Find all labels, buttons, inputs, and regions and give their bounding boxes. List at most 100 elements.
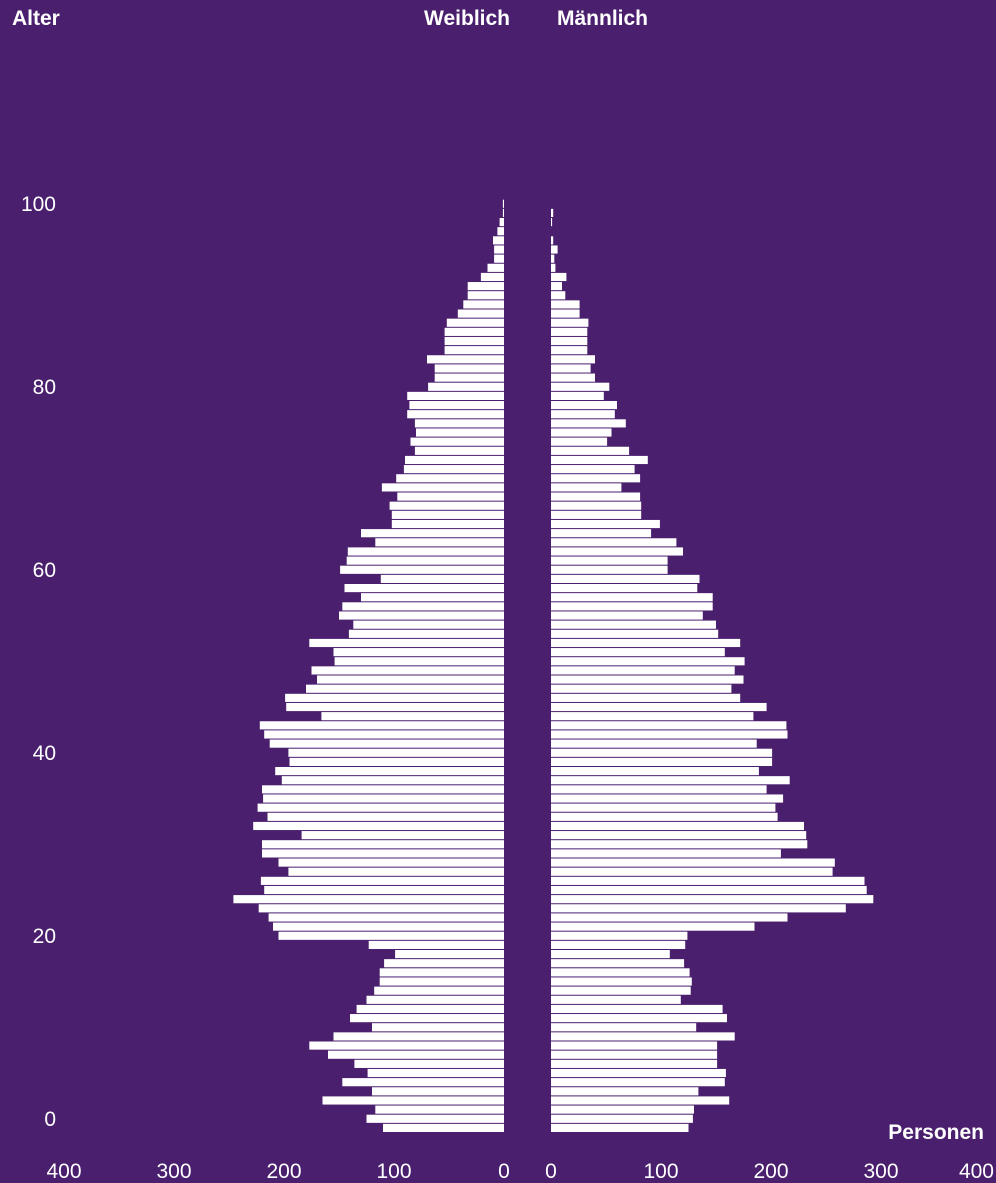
- male-bar-age-60: [551, 574, 700, 583]
- female-value-tick-label: 400: [46, 1160, 81, 1183]
- male-bar-age-79: [551, 401, 617, 410]
- female-bar-age-4: [372, 1087, 504, 1096]
- female-bar-age-47: [285, 693, 504, 702]
- male-bar-age-63: [551, 547, 683, 556]
- male-bar-age-31: [551, 840, 808, 849]
- male-bar-age-61: [551, 565, 668, 574]
- male-bar-age-13: [551, 1004, 723, 1014]
- male-bar-age-95: [551, 254, 555, 263]
- female-bar-age-29: [278, 858, 504, 867]
- male-bar-age-81: [551, 382, 610, 391]
- female-bar-age-10: [333, 1032, 504, 1041]
- age-tick-label: 20: [33, 925, 56, 948]
- male-bar-age-9: [551, 1041, 718, 1050]
- female-bar-age-55: [353, 620, 504, 629]
- female-bar-age-50: [311, 666, 504, 675]
- male-bar-age-24: [551, 904, 846, 913]
- female-header: Weiblich: [424, 7, 510, 30]
- male-bar-age-80: [551, 391, 604, 400]
- male-bar-age-48: [551, 684, 732, 693]
- male-bar-age-2: [551, 1105, 694, 1114]
- male-bar-age-53: [551, 638, 741, 648]
- female-bar-age-43: [264, 730, 504, 739]
- female-value-tick-label: 300: [156, 1160, 191, 1183]
- female-bar-age-2: [375, 1105, 504, 1114]
- male-value-tick-label: 100: [643, 1160, 678, 1183]
- male-bar-age-37: [551, 785, 767, 794]
- male-bar-age-96: [551, 245, 558, 254]
- female-bar-age-6: [367, 1068, 504, 1078]
- female-bar-age-7: [354, 1059, 504, 1068]
- female-bar-age-88: [446, 318, 504, 327]
- female-bar-age-35: [257, 803, 504, 812]
- female-bar-age-34: [267, 812, 504, 821]
- female-bar-age-18: [384, 959, 504, 968]
- female-bar-age-94: [487, 263, 504, 272]
- female-bar-age-49: [317, 675, 504, 684]
- female-value-tick-label: 200: [266, 1160, 301, 1183]
- female-bar-age-67: [391, 510, 504, 519]
- male-bar-age-57: [551, 602, 713, 611]
- female-bar-age-100: [502, 208, 504, 217]
- female-bar-age-99: [499, 218, 504, 227]
- female-bar-age-82: [434, 373, 504, 382]
- male-bar-age-7: [551, 1059, 718, 1068]
- female-bar-age-45: [321, 712, 504, 721]
- female-bar-age-74: [414, 446, 504, 455]
- female-bar-age-20: [368, 940, 504, 949]
- age-axis-title: Alter: [12, 7, 60, 30]
- male-bar-age-20: [551, 940, 686, 949]
- female-bar-age-42: [269, 739, 504, 748]
- female-bar-age-87: [444, 327, 504, 336]
- female-bar-age-79: [409, 401, 504, 410]
- female-bar-age-37: [262, 785, 504, 794]
- male-bar-age-66: [551, 519, 660, 529]
- male-bar-age-62: [551, 556, 668, 565]
- female-bar-age-89: [457, 309, 504, 318]
- male-bar-age-36: [551, 794, 784, 803]
- female-bar-age-51: [334, 657, 504, 666]
- female-bar-age-23: [268, 913, 504, 922]
- female-bar-age-17: [379, 968, 504, 977]
- female-bar-age-81: [428, 382, 504, 391]
- male-bar-age-44: [551, 721, 787, 730]
- female-bar-age-5: [342, 1078, 504, 1087]
- female-bar-age-65: [361, 529, 504, 538]
- female-bar-age-98: [497, 227, 504, 236]
- male-bar-age-46: [551, 702, 767, 712]
- male-bar-age-47: [551, 693, 741, 702]
- male-bar-age-6: [551, 1068, 726, 1078]
- male-bar-age-41: [551, 748, 773, 757]
- male-bar-age-50: [551, 666, 735, 675]
- female-bar-age-64: [375, 538, 504, 547]
- male-bar-age-59: [551, 584, 698, 593]
- female-bar-age-69: [397, 492, 504, 501]
- female-bar-age-95: [494, 254, 504, 263]
- male-bar-age-94: [551, 263, 556, 272]
- male-bar-age-78: [551, 410, 615, 419]
- female-bar-age-84: [427, 355, 504, 364]
- male-bar-age-14: [551, 995, 681, 1004]
- male-bar-age-28: [551, 867, 833, 876]
- male-bar-age-19: [551, 950, 670, 959]
- male-bar-age-1: [551, 1114, 693, 1123]
- male-bar-age-86: [551, 336, 588, 346]
- female-bar-age-62: [346, 556, 504, 565]
- male-bar-age-67: [551, 510, 642, 519]
- female-bar-age-97: [493, 236, 504, 245]
- male-bar-age-87: [551, 327, 588, 336]
- female-bar-age-60: [380, 574, 504, 583]
- female-bar-age-91: [467, 291, 504, 300]
- female-bar-age-22: [273, 922, 504, 931]
- male-bar-age-29: [551, 858, 835, 867]
- female-bar-age-90: [463, 300, 504, 309]
- female-bar-age-21: [278, 931, 504, 940]
- female-bar-age-14: [366, 995, 504, 1004]
- female-bar-age-32: [301, 831, 504, 840]
- male-bar-age-93: [551, 272, 567, 282]
- male-bar-age-72: [551, 465, 635, 474]
- female-bar-age-85: [444, 346, 504, 355]
- female-bar-age-33: [253, 821, 504, 831]
- male-bar-age-42: [551, 739, 757, 748]
- female-bar-age-31: [262, 840, 504, 849]
